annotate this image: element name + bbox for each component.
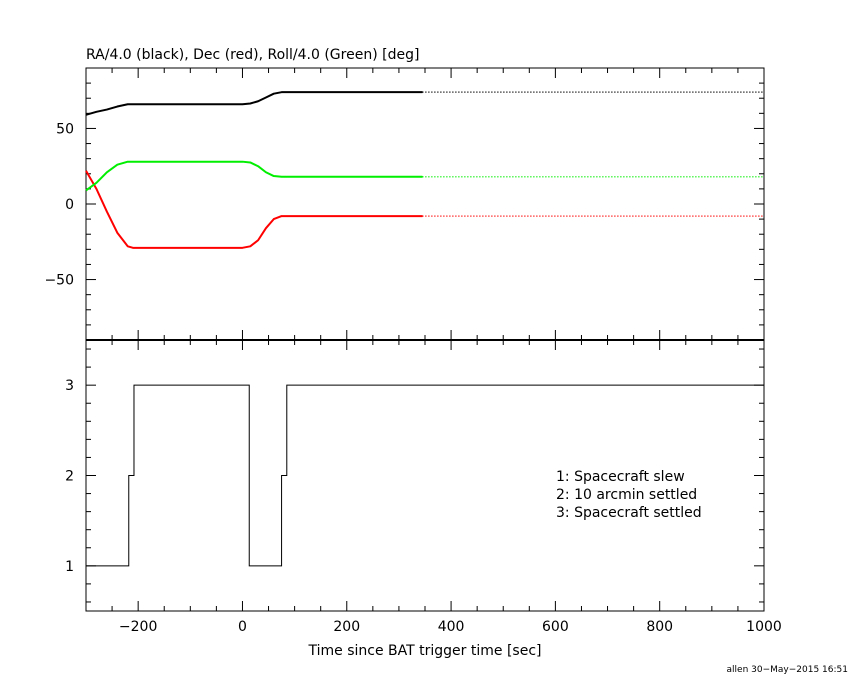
top-panel-title: RA/4.0 (black), Dec (red), Roll/4.0 (Gre… bbox=[86, 47, 419, 63]
top-panel: 50 0 −50 bbox=[44, 67, 765, 341]
state-legend: 1: Spacecraft slew 2: 10 arcmin settled … bbox=[556, 469, 702, 521]
bottom-x-tick-label: 0 bbox=[238, 619, 247, 635]
bottom-x-tick-label: 1000 bbox=[746, 619, 782, 635]
top-y-tick-label: 0 bbox=[65, 197, 74, 213]
bottom-x-tick-label: 600 bbox=[542, 619, 569, 635]
bottom-y-tick-label: 1 bbox=[65, 559, 74, 575]
top-panel-frame bbox=[85, 67, 765, 341]
bottom-x-tick-label: −200 bbox=[119, 619, 157, 635]
bottom-y-tick-label: 2 bbox=[65, 469, 74, 485]
bottom-x-tick-label: 200 bbox=[333, 619, 360, 635]
bottom-x-tick-label: 400 bbox=[438, 619, 465, 635]
top-series-2 bbox=[85, 160, 423, 192]
legend-entry-slew: 1: Spacecraft slew bbox=[556, 469, 685, 485]
footer-stamp: allen 30−May−2015 16:51 bbox=[727, 665, 848, 675]
top-series-0 bbox=[85, 91, 423, 116]
bottom-x-tick-label: 800 bbox=[646, 619, 673, 635]
bottom-panel: 1 2 3 −200 0 200 400 600 800 1000 bbox=[65, 339, 782, 635]
top-series-1 bbox=[85, 170, 423, 249]
legend-entry-10arcmin: 2: 10 arcmin settled bbox=[556, 487, 697, 503]
x-axis-label: Time since BAT trigger time [sec] bbox=[308, 643, 542, 659]
legend-entry-settled: 3: Spacecraft settled bbox=[556, 505, 702, 521]
top-y-tick-label: −50 bbox=[44, 273, 74, 289]
top-y-tick-label: 50 bbox=[56, 121, 74, 137]
bottom-series-0 bbox=[86, 384, 764, 567]
bottom-y-tick-label: 3 bbox=[65, 378, 74, 394]
